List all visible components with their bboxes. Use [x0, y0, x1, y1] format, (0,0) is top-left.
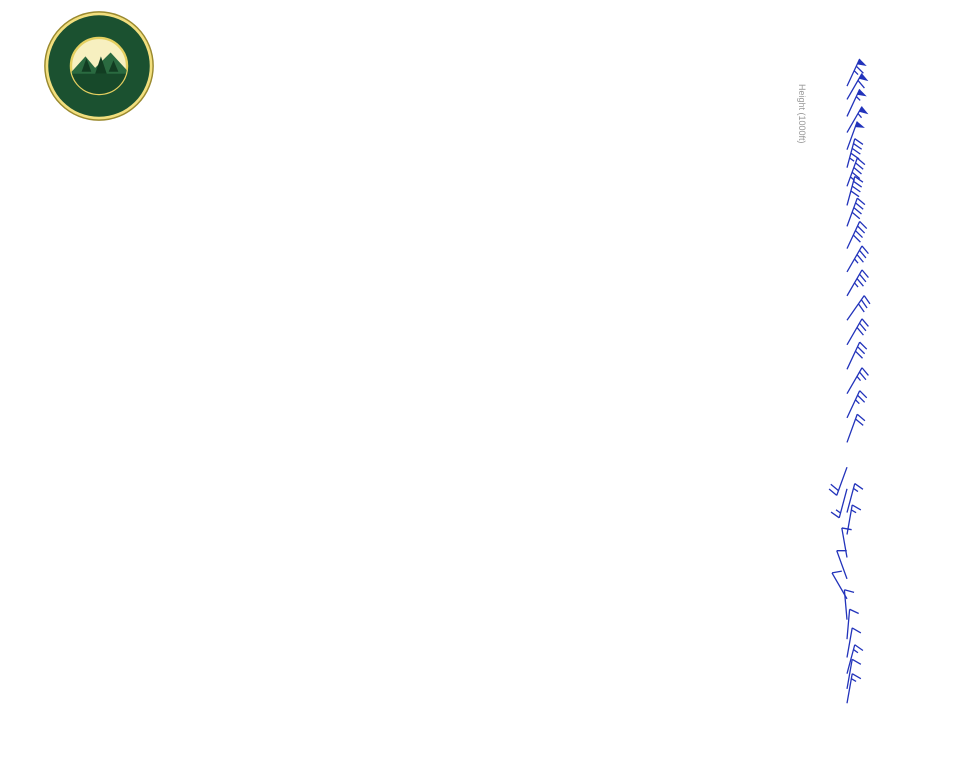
logo-forest-scene	[70, 52, 128, 95]
odf-logo	[44, 11, 154, 121]
wind-barb	[846, 367, 869, 395]
wind-barb	[846, 221, 868, 249]
wind-barb	[846, 627, 862, 658]
wind-barb	[846, 644, 864, 674]
wind-barb	[846, 318, 869, 346]
wind-barbs	[828, 58, 871, 704]
wind-barb	[846, 269, 869, 297]
wind-barb	[846, 157, 866, 187]
wind-barb	[841, 527, 852, 558]
wind-barb	[830, 488, 848, 519]
wind-barb	[846, 197, 866, 227]
wind-barb	[836, 550, 848, 580]
wind-barb	[846, 138, 864, 168]
wind-barb	[846, 175, 864, 206]
wind-barb	[846, 483, 864, 513]
height-axis-title: Height (1000ft)	[797, 84, 807, 144]
wind-barb	[846, 245, 869, 273]
wind-barb	[846, 658, 862, 689]
wind-barb	[846, 504, 862, 535]
wind-barb	[846, 413, 866, 443]
wind-barb	[846, 341, 868, 370]
wind-barb	[846, 673, 862, 704]
wind-barb	[846, 608, 859, 640]
wind-barb	[843, 589, 855, 620]
wind-barb	[828, 466, 848, 496]
wind-barb	[846, 390, 868, 419]
wind-barb	[846, 295, 871, 321]
